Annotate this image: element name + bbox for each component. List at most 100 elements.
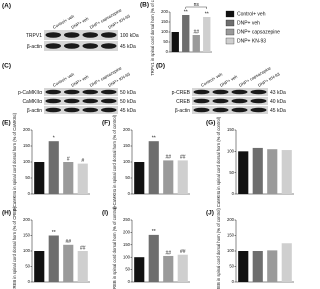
kda-label: 45 kDa (120, 44, 136, 50)
blot-strip (44, 106, 118, 114)
y-tick-label: 150 (123, 143, 131, 148)
band (231, 107, 248, 113)
bar (238, 251, 249, 282)
bar (34, 162, 45, 194)
panel-label: (G) (206, 120, 215, 127)
kda-label: 40 kDa (270, 99, 286, 105)
y-tick-label: 0 (128, 279, 131, 284)
band (212, 89, 229, 95)
band (45, 107, 62, 113)
significance-mark: ## (193, 29, 199, 35)
bracket-label: ns (194, 2, 200, 8)
significance-mark: ** (152, 229, 156, 235)
y-tick-label: 150 (161, 19, 169, 24)
panel-label: (C) (2, 63, 11, 70)
y-tick-label: 50 (163, 39, 168, 44)
band (231, 89, 248, 95)
bar (182, 15, 190, 52)
panel-label: (H) (2, 210, 11, 217)
protein-label: β-actin (175, 108, 190, 114)
bar (148, 234, 159, 282)
y-axis-label: p-CREB in spinal cord dorsal horn (% of … (112, 206, 117, 289)
bar (163, 255, 174, 282)
bar (77, 251, 88, 282)
panel-label: (J) (206, 210, 214, 217)
lane-label: DNP+ capsazepine (238, 65, 272, 88)
y-tick-label: 200 (123, 127, 131, 132)
band (100, 98, 117, 104)
y-tick-label: 0 (28, 279, 31, 284)
band (63, 107, 80, 113)
figure: (A) Control+ veh DNP+ veh DNP+ capsazepine D… (2, 0, 294, 289)
kda-label: 45 kDa (270, 108, 286, 114)
significance-mark: ## (165, 250, 171, 256)
band (212, 107, 229, 113)
y-tick-label: 100 (23, 159, 31, 164)
panel-label: (F) (102, 120, 110, 127)
y-tick-label: 200 (161, 9, 169, 14)
band (250, 107, 267, 113)
bar (134, 162, 145, 194)
bar (238, 151, 249, 194)
protein-label: p-CREB (172, 90, 191, 96)
band (82, 98, 99, 104)
legend-label: DNP+ capsazepine (237, 29, 280, 35)
band (63, 98, 80, 104)
y-tick-label: 200 (23, 217, 31, 222)
y-tick-label: 200 (23, 127, 31, 132)
y-axis-label: CaMKIIα in spinal cord dorsal horn (% of… (216, 116, 221, 207)
significance-mark: ** (152, 136, 156, 142)
bar (177, 160, 188, 194)
legend-swatch (225, 10, 235, 18)
legend-label: Control+ veh (237, 11, 266, 17)
y-axis-label: CREB in spinal cord dorsal horn (% of co… (216, 208, 221, 289)
y-tick-label: 50 (125, 267, 130, 272)
legend-label: DNP+ KN-93 (237, 38, 266, 44)
legend-label: DNP+ veh (237, 20, 260, 26)
blot-strip (44, 30, 118, 40)
band (45, 43, 62, 49)
blot-strip (192, 106, 268, 114)
y-tick-label: 0 (232, 191, 235, 196)
y-tick-label: 100 (227, 248, 235, 253)
bar (148, 141, 159, 194)
bar (267, 149, 278, 194)
bracket (185, 6, 207, 9)
y-tick-label: 150 (123, 242, 131, 247)
panel-label: (D) (156, 63, 165, 70)
y-tick-label: 100 (23, 248, 31, 253)
blot-strip (44, 97, 118, 105)
blot-strip (44, 88, 118, 96)
band (100, 107, 117, 113)
kda-label: 100 kDa (120, 33, 139, 39)
y-axis-label: p-CaMKIIα in spinal cord dorsal horn (% … (12, 112, 17, 211)
bar (48, 141, 59, 194)
blot-strip (192, 88, 268, 96)
bar (267, 250, 278, 282)
significance-mark: # (81, 158, 84, 164)
band (45, 32, 62, 38)
y-axis-label: TRPV1 in spinal cord dorsal horn (% of c… (150, 0, 155, 76)
significance-mark: ## (180, 155, 186, 161)
significance-mark: ** (184, 9, 188, 15)
kda-label: 43 kDa (270, 90, 286, 96)
band (100, 89, 117, 95)
band (193, 89, 210, 95)
band (45, 89, 62, 95)
y-axis-label: p-CREB in spinal cord dorsal horn (% of … (12, 206, 17, 289)
bar (171, 32, 179, 52)
legend-swatch (225, 37, 235, 45)
bar (281, 243, 292, 282)
band (250, 89, 267, 95)
protein-label: p-CaMKIIα (18, 90, 42, 96)
band (100, 32, 117, 38)
panel-label: (I) (102, 210, 108, 217)
protein-label: β-actin (27, 108, 42, 114)
y-tick-label: 50 (229, 264, 234, 269)
significance-mark: ## (65, 239, 71, 245)
bar (163, 160, 174, 194)
y-tick-label: 150 (23, 143, 31, 148)
significance-mark: ** (205, 11, 209, 17)
protein-label: CaMKIIα (22, 99, 42, 105)
bar (177, 254, 188, 282)
